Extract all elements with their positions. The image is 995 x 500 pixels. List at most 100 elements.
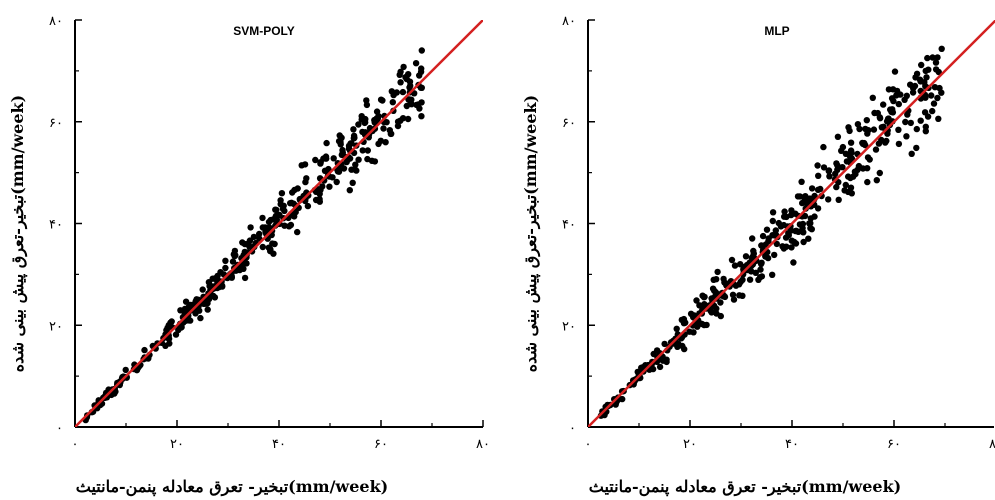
x-tick-label: ۴۰	[785, 437, 799, 452]
data-point	[892, 68, 898, 74]
data-point	[389, 88, 395, 94]
data-point	[865, 127, 871, 133]
data-point	[849, 190, 855, 196]
data-point	[418, 65, 424, 71]
x-tick-label: ۶۰	[374, 437, 388, 452]
y-tick-label: ۶۰	[49, 116, 63, 131]
data-point	[365, 147, 371, 153]
y-tick-label: ۸۰	[562, 14, 576, 29]
data-point	[843, 182, 849, 188]
data-point	[789, 238, 795, 244]
x-tick-label: ۰	[72, 437, 79, 452]
reference-line	[588, 20, 995, 427]
data-point	[364, 156, 370, 162]
data-point	[347, 187, 353, 193]
data-point	[242, 241, 248, 247]
data-point	[331, 155, 337, 161]
data-point	[334, 179, 340, 185]
data-point	[751, 250, 757, 256]
data-point	[880, 101, 886, 107]
x-tick-label: ۸۰	[989, 437, 995, 452]
data-point	[840, 144, 846, 150]
data-point	[279, 190, 285, 196]
data-point	[362, 119, 368, 125]
data-point	[302, 179, 308, 185]
data-point	[242, 275, 248, 281]
data-point	[770, 209, 776, 215]
data-point	[918, 118, 924, 124]
data-point	[232, 248, 238, 254]
data-point	[743, 253, 749, 259]
data-point	[382, 139, 388, 145]
data-point	[886, 86, 892, 92]
data-point	[748, 268, 754, 274]
data-point	[326, 184, 332, 190]
data-point	[902, 119, 908, 125]
data-point	[352, 162, 358, 168]
y-axis-label: تبخیر-تعرق پیش بینی شده(mm/week)	[521, 95, 541, 372]
data-point	[895, 127, 901, 133]
data-point	[909, 151, 915, 157]
data-point	[877, 115, 883, 121]
data-point	[701, 322, 707, 328]
scatter-points	[598, 46, 945, 419]
data-point	[390, 99, 396, 105]
data-point	[372, 158, 378, 164]
data-point	[305, 203, 311, 209]
data-point	[833, 160, 839, 166]
x-tick-label: ۲۰	[170, 437, 184, 452]
data-point	[193, 296, 199, 302]
data-point	[419, 47, 425, 53]
data-point	[404, 76, 410, 82]
data-point	[205, 306, 211, 312]
data-point	[923, 124, 929, 130]
data-point	[287, 200, 293, 206]
data-point	[855, 121, 861, 127]
data-point	[832, 171, 838, 177]
data-point	[747, 277, 753, 283]
y-tick-label: ۶۰	[562, 116, 576, 131]
data-point	[897, 91, 903, 97]
data-point	[337, 139, 343, 145]
data-point	[912, 74, 918, 80]
data-point	[783, 234, 789, 240]
data-point	[294, 229, 300, 235]
data-point	[197, 315, 203, 321]
data-point	[848, 154, 854, 160]
y-tick-label: ۴۰	[562, 218, 576, 233]
data-point	[729, 257, 735, 263]
data-point	[776, 220, 782, 226]
data-point	[378, 97, 384, 103]
data-point	[877, 170, 883, 176]
x-tick-label: ۰	[585, 437, 592, 452]
data-point	[934, 95, 940, 101]
data-point	[800, 229, 806, 235]
data-point	[797, 221, 803, 227]
data-point	[749, 235, 755, 241]
data-point	[873, 146, 879, 152]
data-point	[864, 179, 870, 185]
data-point	[259, 215, 265, 221]
data-point	[867, 156, 873, 162]
data-point	[710, 286, 716, 292]
data-point	[790, 259, 796, 265]
data-point	[380, 125, 386, 131]
data-point	[714, 269, 720, 275]
data-point	[418, 113, 424, 119]
data-point	[765, 255, 771, 261]
data-point	[815, 173, 821, 179]
data-point	[826, 168, 832, 174]
data-point	[351, 135, 357, 141]
data-point	[770, 218, 776, 224]
data-point	[350, 126, 356, 132]
data-point	[240, 266, 246, 272]
data-point	[820, 144, 826, 150]
data-point	[922, 109, 928, 115]
y-tick-label: ۲۰	[562, 319, 576, 334]
data-point	[871, 126, 877, 132]
data-point	[825, 196, 831, 202]
data-point	[814, 162, 820, 168]
data-point	[817, 186, 823, 192]
y-tick-label: ۲۰	[49, 319, 63, 334]
data-point	[938, 90, 944, 96]
